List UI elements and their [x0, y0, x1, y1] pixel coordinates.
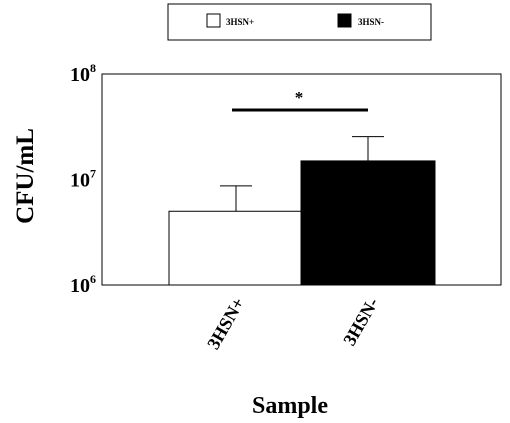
x-tick-label-1: 3HSN- [339, 294, 382, 349]
legend: 3HSN+ 3HSN- [167, 3, 432, 41]
bar-0 [168, 210, 304, 286]
x-tick-label-0: 3HSN+ [203, 294, 248, 353]
legend-label-0: 3HSN+ [226, 17, 254, 27]
y-axis-label: CFU/mL [12, 128, 39, 224]
bar-1 [300, 160, 436, 286]
y-tick-base-2: 10 [70, 64, 90, 86]
y-tick-label-1: 107 [70, 167, 96, 192]
x-axis-label: Sample [252, 393, 328, 419]
significance-label: * [295, 88, 304, 107]
y-tick-labels: 106 107 108 [70, 61, 96, 297]
legend-swatch-1 [337, 13, 352, 28]
y-tick-exp-2: 8 [90, 61, 96, 75]
bar-marks [168, 136, 436, 286]
y-tick-base-0: 10 [70, 275, 90, 297]
legend-swatch-0 [206, 13, 221, 28]
y-tick-exp-1: 7 [90, 167, 96, 181]
y-tick-label-0: 106 [70, 272, 96, 297]
y-tick-exp-0: 6 [90, 272, 96, 286]
y-tick-label-2: 108 [70, 61, 96, 86]
legend-label-1: 3HSN- [358, 17, 384, 27]
y-tick-base-1: 10 [70, 170, 90, 192]
